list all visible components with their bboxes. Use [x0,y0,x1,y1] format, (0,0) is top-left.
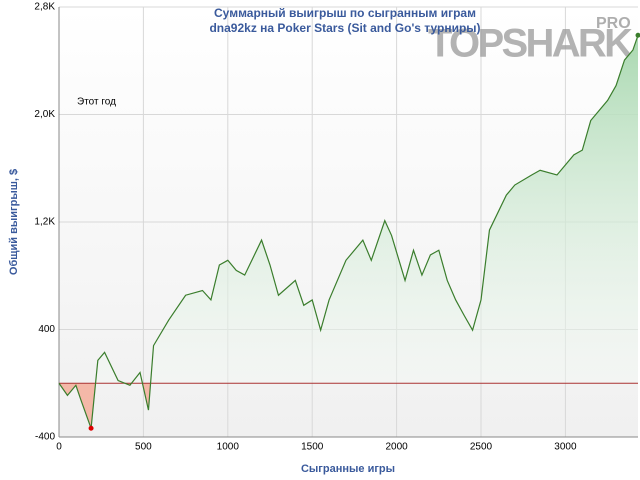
x-tick-label: 0 [56,442,62,453]
chart-title: Суммарный выигрыш по сыгранным играм [214,6,476,20]
y-tick-label: -400 [35,432,55,443]
watermark-badge: PRO [596,15,631,32]
y-tick-label: 2,0K [34,109,55,120]
y-tick-label: 2,8K [34,2,55,13]
min-point [88,425,94,431]
x-tick-label: 3000 [554,442,577,453]
x-tick-label: 2000 [385,442,408,453]
y-tick-label: 1,2K [34,217,55,228]
x-axis-title: Сыгранные игры [301,463,395,475]
x-tick-label: 1500 [301,442,324,453]
chart-subtitle: dna92kz на Poker Stars (Sit and Go's тур… [209,21,480,35]
end-point [635,32,640,38]
x-tick-label: 500 [135,442,152,453]
annotation: Этот год [77,97,116,108]
x-tick-label: 2500 [470,442,493,453]
x-tick-label: 1000 [217,442,240,453]
watermark: TOPSHARK [428,22,633,66]
area-positive [59,35,638,384]
y-tick-label: 400 [38,324,55,335]
data-line [58,35,639,429]
y-axis-title: Общий выигрыш, $ [8,169,20,275]
